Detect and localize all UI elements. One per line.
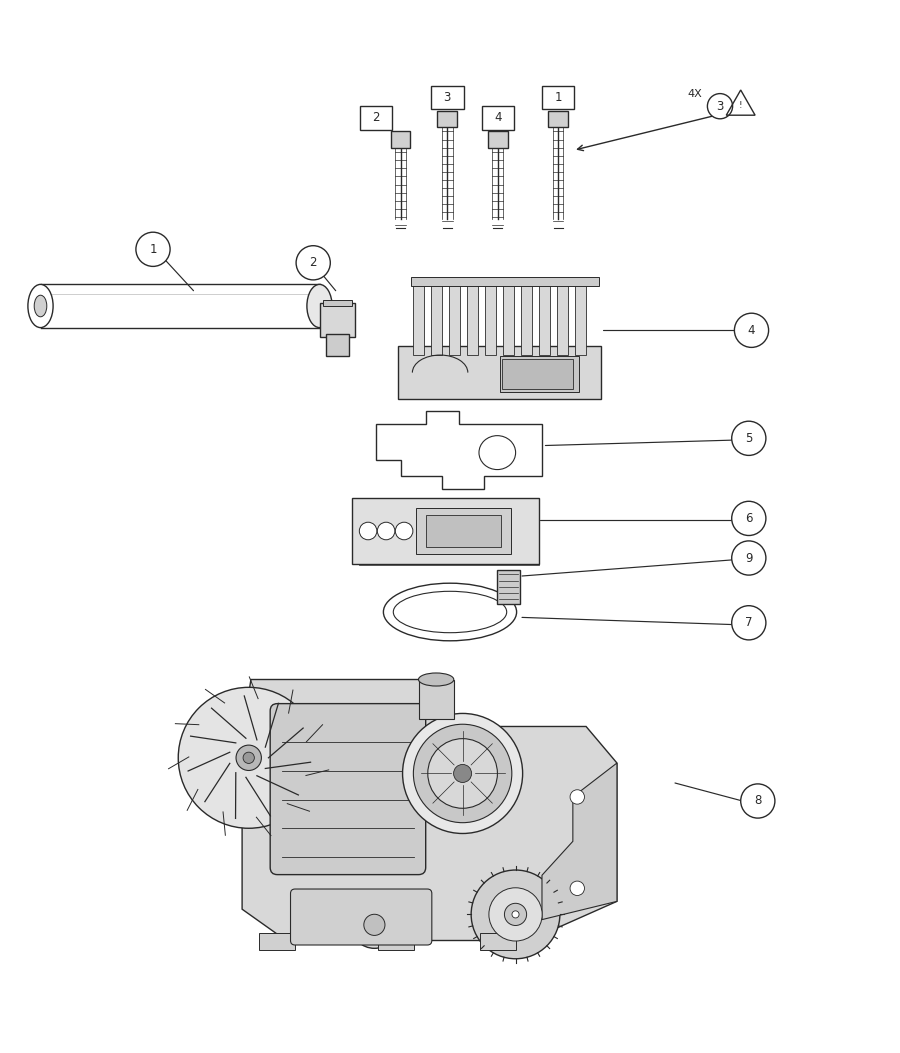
Circle shape xyxy=(707,94,733,119)
Text: 1: 1 xyxy=(149,243,157,256)
Ellipse shape xyxy=(28,284,53,327)
Ellipse shape xyxy=(418,673,454,686)
Circle shape xyxy=(734,313,769,347)
Circle shape xyxy=(351,901,398,949)
Circle shape xyxy=(236,746,261,771)
FancyBboxPatch shape xyxy=(352,498,539,563)
Text: 3: 3 xyxy=(716,100,724,113)
Circle shape xyxy=(402,714,523,834)
Circle shape xyxy=(732,501,766,536)
Circle shape xyxy=(489,888,542,941)
FancyBboxPatch shape xyxy=(501,359,572,389)
Circle shape xyxy=(741,783,775,818)
Bar xyxy=(418,679,454,718)
Bar xyxy=(485,279,496,355)
Text: 9: 9 xyxy=(745,552,752,564)
Bar xyxy=(413,279,424,355)
Circle shape xyxy=(377,522,395,540)
Circle shape xyxy=(136,233,170,266)
FancyBboxPatch shape xyxy=(482,106,514,130)
Bar xyxy=(503,279,514,355)
Circle shape xyxy=(732,421,766,455)
Circle shape xyxy=(359,522,377,540)
Ellipse shape xyxy=(34,295,47,317)
Text: 4: 4 xyxy=(748,324,755,337)
Circle shape xyxy=(364,914,385,935)
Bar xyxy=(500,356,579,392)
Polygon shape xyxy=(542,763,617,919)
Bar xyxy=(480,933,516,950)
Circle shape xyxy=(428,738,498,809)
FancyBboxPatch shape xyxy=(542,85,574,108)
Ellipse shape xyxy=(383,583,517,641)
Text: 3: 3 xyxy=(444,91,451,103)
FancyBboxPatch shape xyxy=(548,111,568,127)
Circle shape xyxy=(296,245,330,280)
Text: 2: 2 xyxy=(310,256,317,270)
Text: 2: 2 xyxy=(373,112,380,124)
Circle shape xyxy=(732,541,766,575)
Bar xyxy=(378,933,414,950)
Text: 6: 6 xyxy=(745,512,752,524)
Circle shape xyxy=(243,752,255,763)
Circle shape xyxy=(512,911,519,918)
Bar xyxy=(449,279,460,355)
FancyBboxPatch shape xyxy=(360,106,392,130)
Text: 5: 5 xyxy=(745,432,752,444)
Circle shape xyxy=(454,764,472,782)
FancyBboxPatch shape xyxy=(488,132,508,147)
Bar xyxy=(359,558,539,564)
Text: 1: 1 xyxy=(554,91,562,103)
Bar xyxy=(575,279,586,355)
Text: !: ! xyxy=(739,101,742,110)
Bar xyxy=(539,279,550,355)
Bar xyxy=(431,279,442,355)
Text: 4X: 4X xyxy=(688,88,702,99)
FancyBboxPatch shape xyxy=(291,889,432,945)
FancyBboxPatch shape xyxy=(320,303,355,337)
FancyBboxPatch shape xyxy=(437,111,457,127)
Polygon shape xyxy=(376,411,542,490)
Circle shape xyxy=(570,790,584,804)
Bar xyxy=(259,933,295,950)
Bar xyxy=(467,279,478,355)
Circle shape xyxy=(732,605,766,640)
Circle shape xyxy=(570,881,584,895)
FancyBboxPatch shape xyxy=(270,703,426,875)
Text: 7: 7 xyxy=(745,616,752,630)
Ellipse shape xyxy=(479,436,516,470)
FancyBboxPatch shape xyxy=(398,346,601,399)
Text: 4: 4 xyxy=(494,112,501,124)
FancyBboxPatch shape xyxy=(431,85,464,108)
Circle shape xyxy=(178,688,320,829)
Circle shape xyxy=(472,870,560,959)
Bar xyxy=(411,277,598,286)
Text: 8: 8 xyxy=(754,795,761,808)
FancyBboxPatch shape xyxy=(322,300,352,306)
Ellipse shape xyxy=(393,592,507,633)
FancyBboxPatch shape xyxy=(416,508,511,554)
Circle shape xyxy=(504,903,526,926)
FancyBboxPatch shape xyxy=(391,132,410,147)
Bar xyxy=(557,279,568,355)
FancyBboxPatch shape xyxy=(426,515,501,548)
Bar xyxy=(497,570,520,604)
Circle shape xyxy=(413,724,512,822)
Bar xyxy=(521,279,532,355)
FancyBboxPatch shape xyxy=(326,334,349,356)
Polygon shape xyxy=(242,679,617,940)
Ellipse shape xyxy=(307,284,332,327)
Circle shape xyxy=(395,522,413,540)
